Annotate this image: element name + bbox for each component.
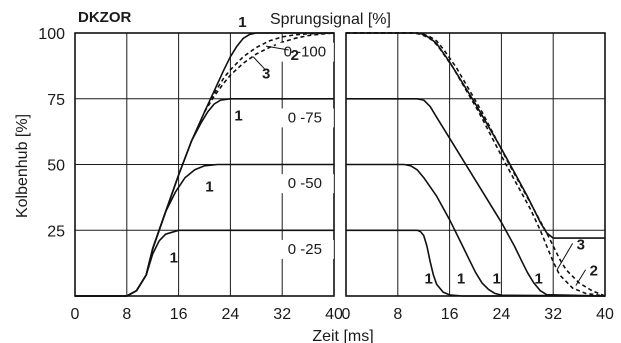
legend-title-background <box>267 8 427 30</box>
range-label-background <box>275 108 334 128</box>
rise-y-tick-label: 25 <box>47 223 65 240</box>
rise-series-0-75-curve-1 <box>75 98 334 297</box>
chart-title: DKZOR <box>78 9 131 26</box>
fall-frame <box>345 32 606 297</box>
fall-series-100-curve-1 <box>346 32 605 239</box>
fall-curve-label-1: 1 <box>424 271 432 288</box>
fall-series-100-curve-2 <box>346 32 606 297</box>
rise-curve-label-1: 1 <box>205 179 213 196</box>
rise-leader-3 <box>252 56 267 71</box>
fall-x-tick-label: 8 <box>393 306 402 323</box>
rise-curve-label-1: 1 <box>238 14 246 31</box>
fall-curve-label-2: 2 <box>590 263 598 280</box>
fall-series-75-curve-1 <box>346 98 606 297</box>
fall-leader-3 <box>556 243 574 270</box>
rise-y-tick-label: 75 <box>47 92 65 109</box>
rise-x-tick-label: 0 <box>71 306 80 323</box>
grid-layer <box>75 33 605 296</box>
range-label: 0 -50 <box>288 175 322 192</box>
x-axis-label: Zeit [ms] <box>312 328 373 343</box>
fall-curve-label-1: 1 <box>535 271 543 288</box>
rise-leader-2 <box>265 45 289 51</box>
rise-curve-label-1: 1 <box>170 250 178 267</box>
rise-curve-label-2: 2 <box>291 47 299 64</box>
fall-x-tick-label: 40 <box>596 306 614 323</box>
rise-x-tick-label: 32 <box>273 306 291 323</box>
rise-curve-label-1: 1 <box>234 108 242 125</box>
y-axis-label: Kolbenhub [%] <box>14 114 31 218</box>
fall-series-25-curve-1 <box>346 229 605 297</box>
fall-x-tick-label: 16 <box>441 306 459 323</box>
rise-x-tick-label: 40 <box>325 306 343 323</box>
rise-curve-label-3: 3 <box>262 65 270 82</box>
fall-x-tick-label: 0 <box>342 306 351 323</box>
rise-x-tick-label: 16 <box>170 306 188 323</box>
fall-curve-label-3: 3 <box>577 236 585 253</box>
fall-x-tick-label: 32 <box>544 306 562 323</box>
fall-series-50-curve-1 <box>346 163 606 297</box>
rise-x-tick-label: 8 <box>122 306 131 323</box>
rise-x-tick-label: 24 <box>222 306 240 323</box>
series-layer <box>75 32 606 297</box>
range-label-background <box>275 174 334 194</box>
range-label: 0 -100 <box>284 44 327 61</box>
fall-x-tick-label: 24 <box>493 306 511 323</box>
rise-series-0-25-curve-1 <box>75 229 334 297</box>
fall-leader-2 <box>575 269 587 286</box>
rise-frame <box>74 32 335 297</box>
legend-title: Sprungsignal [%] <box>270 11 391 28</box>
range-label-background <box>275 239 334 259</box>
rise-y-tick-label: 100 <box>38 26 65 43</box>
fall-series-100-curve-3 <box>346 32 606 297</box>
label-backgrounds <box>267 8 427 259</box>
label-layer: DKZOR Sprungsignal [%] Kolbenhub [%] Zei… <box>14 9 614 343</box>
fall-curve-label-1: 1 <box>457 271 465 288</box>
range-label-background <box>275 42 334 62</box>
fall-curve-label-1: 1 <box>492 271 500 288</box>
range-label: 0 -25 <box>288 241 322 258</box>
frame-layer <box>74 32 606 297</box>
range-label: 0 -75 <box>288 109 322 126</box>
rise-series-0-100-curve-3 <box>203 32 335 113</box>
rise-y-tick-label: 50 <box>47 158 65 175</box>
